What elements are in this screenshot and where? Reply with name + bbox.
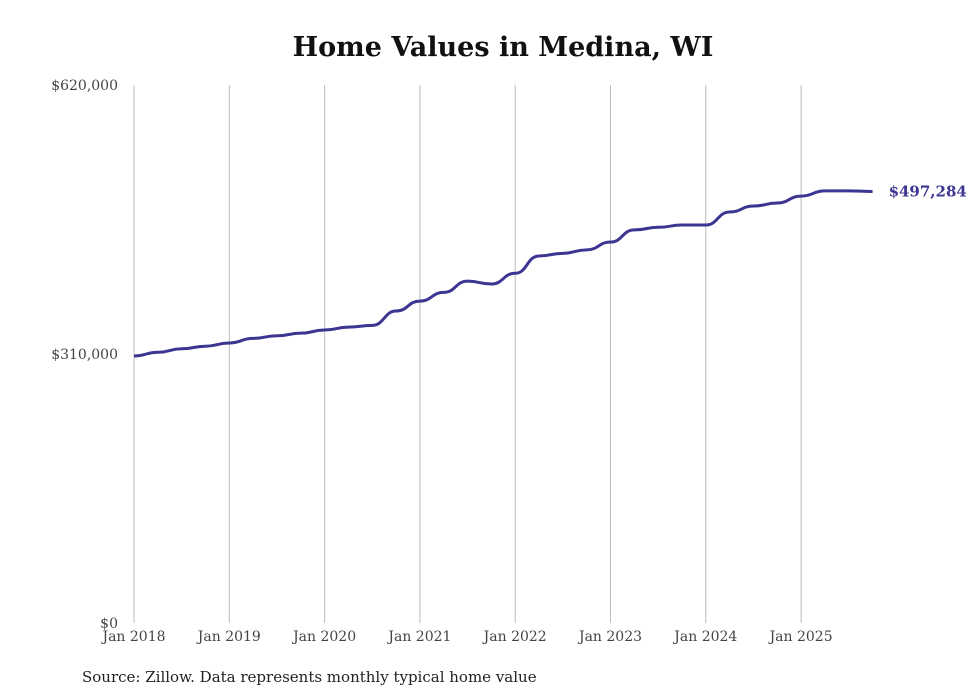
source-note: Source: Zillow. Data represents monthly …	[82, 668, 537, 686]
x-tick-label: Jan 2025	[768, 629, 833, 645]
x-tick-label: Jan 2020	[291, 629, 356, 645]
y-tick-label: $620,000	[51, 78, 118, 94]
end-value-label: $497,284	[889, 182, 967, 200]
x-tick-label: Jan 2018	[100, 629, 165, 645]
y-tick-label: $0	[100, 616, 118, 632]
y-tick-label: $310,000	[51, 347, 118, 363]
chart-title: Home Values in Medina, WI	[292, 32, 714, 63]
x-tick-label: Jan 2021	[386, 629, 451, 645]
series-line	[133, 189, 873, 358]
x-tick-label: Jan 2024	[672, 629, 737, 645]
x-tick-label: Jan 2019	[196, 629, 261, 645]
x-tick-label: Jan 2022	[482, 629, 547, 645]
x-tick-label: Jan 2023	[577, 629, 642, 645]
